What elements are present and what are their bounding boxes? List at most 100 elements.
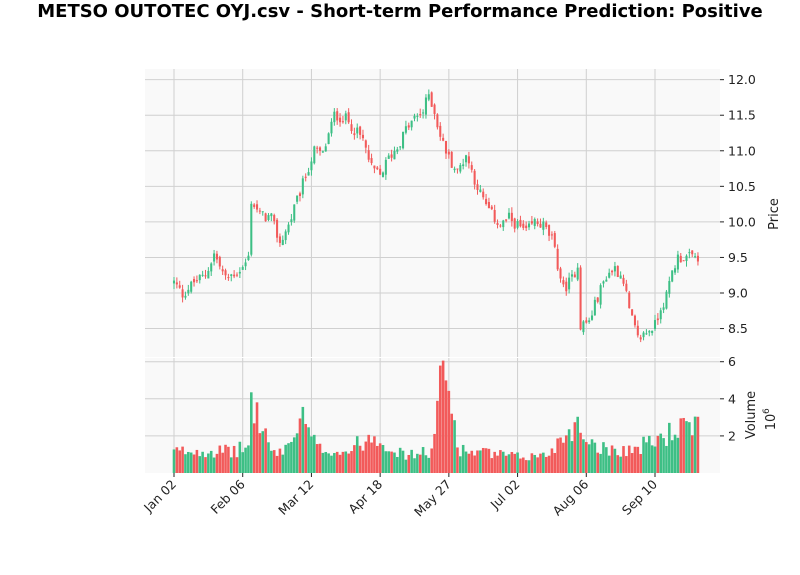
candle-body [605, 279, 608, 282]
volume-bar [247, 445, 250, 473]
volume-bar [227, 446, 230, 473]
candle-body [404, 126, 407, 133]
volume-bar [232, 445, 236, 473]
candle-body [341, 121, 344, 123]
candle-body [479, 189, 482, 192]
candle-body [175, 282, 178, 285]
volume-bar [630, 453, 634, 473]
volume-bar [418, 454, 422, 473]
candle-body [321, 151, 324, 153]
volume-bar [676, 437, 680, 473]
volume-bar [441, 360, 445, 473]
candle-body [631, 309, 634, 316]
candle-body [688, 252, 691, 254]
candle-body [519, 219, 522, 227]
x-tick-label: Jan 02 [140, 477, 179, 516]
candle-body [502, 220, 505, 228]
candle-body [691, 250, 694, 255]
candle-body [493, 209, 496, 222]
volume-bar [639, 454, 642, 473]
candle-body [536, 221, 539, 224]
volume-bar [350, 451, 353, 473]
candle-body [235, 274, 239, 276]
volume-bar [301, 406, 305, 473]
volume-bar [264, 428, 267, 473]
candle-body [307, 172, 310, 176]
candle-body [436, 114, 439, 128]
candle-body [333, 111, 336, 123]
candle-body [204, 275, 207, 277]
volume-bar [353, 445, 356, 473]
candle-body [253, 204, 256, 207]
candle-body [339, 117, 342, 123]
volume-bar [450, 413, 454, 473]
candle-body [433, 104, 436, 114]
candle-body [255, 204, 259, 210]
candle-body [261, 211, 264, 213]
volume-bar [570, 441, 574, 473]
price-tick-label: 11.5 [728, 108, 756, 123]
volume-bar [318, 443, 322, 473]
volume-bar [567, 429, 571, 473]
volume-bar [396, 456, 399, 473]
candle-body [427, 94, 430, 100]
candle-body [516, 221, 519, 228]
volume-bar [622, 446, 625, 473]
volume-bar [436, 400, 439, 473]
candle-body [696, 255, 699, 262]
volume-bar [665, 445, 668, 473]
candle-body [619, 275, 622, 279]
volume-bar [364, 441, 368, 473]
candle-body [676, 254, 679, 270]
candle-body [462, 164, 465, 167]
candle-body [682, 260, 685, 262]
candle-body [674, 268, 677, 273]
volume-bar [201, 451, 204, 473]
candle-body [596, 297, 599, 302]
volume-bar [438, 365, 442, 473]
volume-bar [510, 451, 514, 473]
volume-bar [333, 453, 336, 473]
candle-body [444, 141, 448, 154]
candle-body [195, 280, 198, 282]
volume-bar [544, 456, 548, 473]
candle-body [172, 280, 176, 284]
candle-body [304, 176, 307, 178]
volume-bar [605, 447, 608, 473]
volume-bar [370, 442, 373, 473]
candle-body [258, 210, 261, 212]
candle-body [227, 277, 230, 279]
volume-bar [310, 436, 313, 473]
volume-bar [479, 450, 482, 473]
price-tick-label: 8.5 [728, 321, 748, 336]
candle-body [459, 165, 462, 172]
volume-bar [284, 444, 287, 473]
volume-bar [524, 460, 528, 473]
candle-body [585, 320, 588, 323]
volume-bar [653, 446, 657, 473]
candle-body [525, 225, 528, 229]
volume-bar [252, 423, 256, 473]
volume-bar [688, 422, 691, 473]
volume-bar [430, 448, 433, 473]
candle-body [318, 147, 322, 151]
price-tick-label: 9.5 [728, 250, 748, 265]
volume-axis-label: Volume [744, 391, 759, 439]
volume-bar [413, 458, 416, 473]
volume-bar [496, 455, 499, 473]
volume-bar [270, 450, 273, 473]
volume-bar [313, 434, 316, 473]
volume-bar [679, 418, 683, 473]
volume-bar [178, 450, 182, 473]
volume-bar [685, 421, 688, 473]
candle-body [513, 218, 516, 229]
volume-bar [590, 439, 594, 473]
candle-body [250, 203, 253, 255]
volume-bar [221, 452, 224, 473]
candle-body [465, 155, 468, 163]
candle-body [381, 172, 385, 177]
volume-bar [250, 392, 253, 473]
volume-bar [204, 457, 207, 473]
volume-bar [404, 459, 408, 473]
candle-body [505, 219, 508, 221]
